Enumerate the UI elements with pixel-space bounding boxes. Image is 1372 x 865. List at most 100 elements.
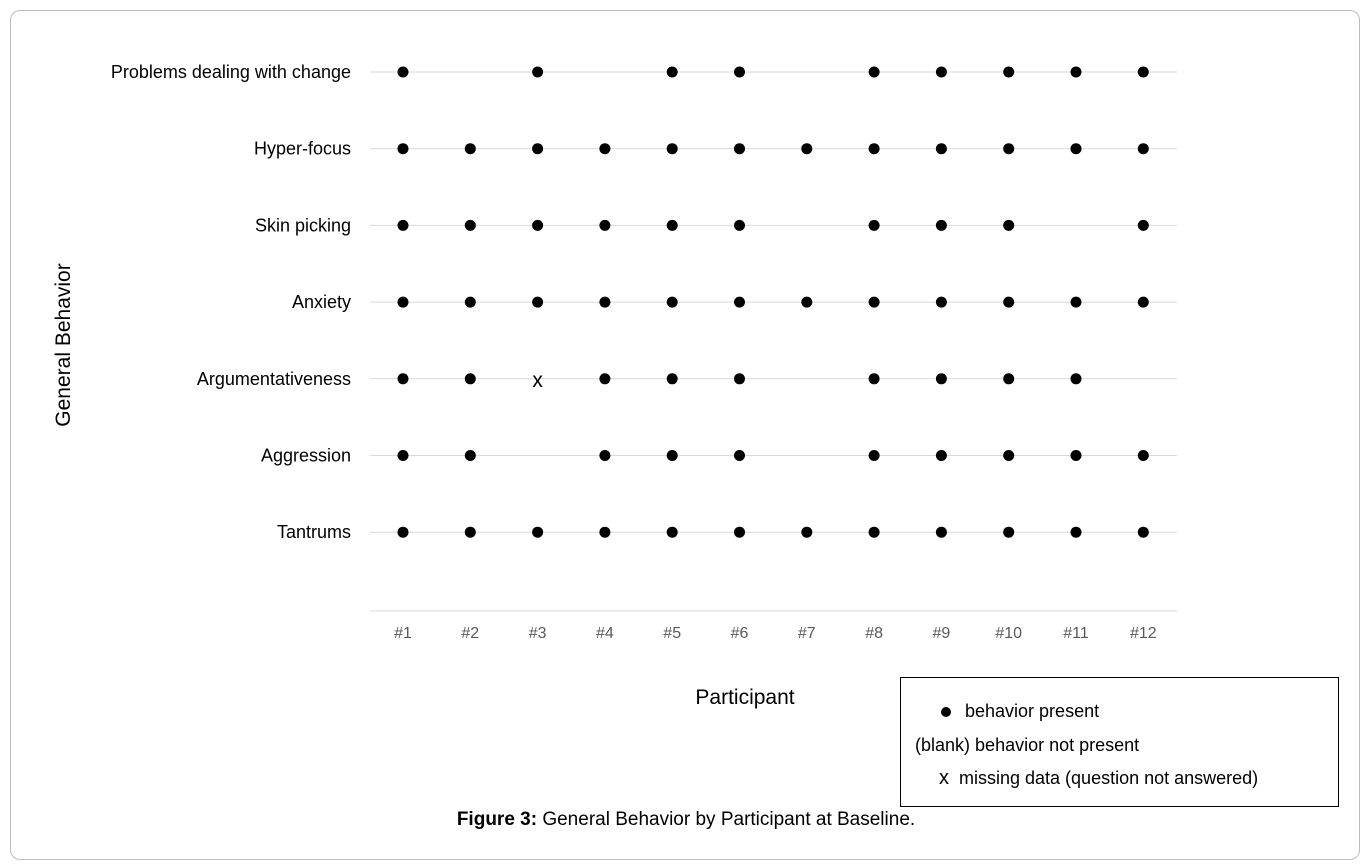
data-point-hyper-focus-10 <box>1003 143 1015 155</box>
data-point-skin-picking-2 <box>464 219 476 231</box>
x-mark-icon: x <box>939 767 949 789</box>
tick-label-participant-10: #10 <box>995 625 1022 642</box>
tick-label-participant-8: #8 <box>865 625 883 642</box>
data-point-hyper-focus-11 <box>1070 143 1082 155</box>
legend-prefix: (blank) <box>915 735 971 755</box>
tick-label-participant-4: #4 <box>596 625 614 642</box>
data-point-argumentativeness-1 <box>397 373 409 385</box>
data-point-problems-dealing-with-change-3 <box>532 66 544 78</box>
tick-label-participant-11: #11 <box>1063 625 1089 642</box>
category-label-tantrums: Tantrums <box>277 522 351 542</box>
y-axis-title: General Behavior <box>52 263 75 426</box>
category-labels: Problems dealing with change Hyper-focus S… <box>111 62 351 542</box>
data-point-argumentativeness-11 <box>1070 373 1082 385</box>
tick-label-participant-7: #7 <box>798 625 816 642</box>
data-point-skin-picking-1 <box>397 219 409 231</box>
category-label-aggression: Aggression <box>261 446 351 466</box>
caption-number: Figure 3: <box>456 809 538 830</box>
data-point-aggression-9 <box>935 450 947 461</box>
data-point-hyper-focus-3 <box>532 143 544 155</box>
data-point-aggression-11 <box>1070 450 1082 461</box>
data-point-tantrums-2 <box>464 526 476 538</box>
data-point-skin-picking-4 <box>599 219 611 231</box>
data-point-aggression-6 <box>734 450 745 461</box>
data-point-argumentativeness-9 <box>935 373 947 385</box>
data-point-problems-dealing-with-change-11 <box>1070 66 1082 78</box>
legend-label: missing data (question not answered) <box>959 768 1259 788</box>
data-point-problems-dealing-with-change-5 <box>666 66 678 78</box>
data-point-problems-dealing-with-change-10 <box>1003 66 1015 78</box>
tick-label-participant-12: #12 <box>1130 625 1157 642</box>
legend-label: behavior not present <box>975 735 1140 755</box>
data-point-aggression-4 <box>599 450 611 461</box>
data-point-aggression-2 <box>464 450 476 461</box>
data-point-tantrums-1 <box>397 526 409 538</box>
data-point-anxiety-10 <box>1003 296 1015 308</box>
data-point-tantrums-9 <box>935 526 947 538</box>
data-point-anxiety-11 <box>1070 296 1082 308</box>
data-point-hyper-focus-4 <box>599 143 611 155</box>
tick-label-participant-6: #6 <box>731 625 749 642</box>
category-label-hyper-focus: Hyper-focus <box>254 139 351 159</box>
data-point-anxiety-9 <box>935 296 947 308</box>
missing-mark-argumentativeness-3: x <box>532 369 543 392</box>
data-point-tantrums-5 <box>666 526 678 538</box>
tick-label-participant-3: #3 <box>529 625 547 642</box>
data-point-argumentativeness-10 <box>1003 373 1015 385</box>
tick-label-participant-1: #1 <box>394 625 412 642</box>
data-point-skin-picking-6 <box>734 219 745 231</box>
data-point-skin-picking-12 <box>1137 219 1149 231</box>
data-point-problems-dealing-with-change-6 <box>734 66 745 78</box>
tick-label-participant-5: #5 <box>663 625 681 642</box>
data-point-anxiety-6 <box>734 296 745 308</box>
legend-item-missing: x missing data (question not answered) <box>939 767 1258 790</box>
data-point-problems-dealing-with-change-1 <box>397 66 409 78</box>
data-point-anxiety-4 <box>599 296 611 308</box>
grid-lines <box>370 71 1177 533</box>
data-point-tantrums-10 <box>1003 526 1015 538</box>
data-point-anxiety-3 <box>532 296 544 308</box>
dot-icon <box>941 707 951 718</box>
legend-label: behavior present <box>965 701 1100 721</box>
data-point-tantrums-4 <box>599 526 611 538</box>
data-point-hyper-focus-12 <box>1137 143 1149 155</box>
data-point-aggression-12 <box>1137 450 1149 461</box>
category-label-argumentativeness: Argumentativeness <box>197 369 351 389</box>
data-point-anxiety-5 <box>666 296 678 308</box>
data-point-tantrums-8 <box>868 526 880 538</box>
data-point-tantrums-6 <box>734 526 745 538</box>
data-point-hyper-focus-7 <box>801 143 813 155</box>
data-point-anxiety-12 <box>1137 296 1149 308</box>
data-point-problems-dealing-with-change-12 <box>1137 66 1149 78</box>
data-point-problems-dealing-with-change-8 <box>868 66 880 78</box>
data-point-hyper-focus-6 <box>734 143 745 155</box>
figure-caption: Figure 3: General Behavior by Participan… <box>0 809 1372 831</box>
tick-label-participant-9: #9 <box>933 625 951 642</box>
participant-tick-labels: #1 #2 #3 #4 #5 #6 #7 #8 #9 #10 #11 #12 <box>394 625 1157 642</box>
data-point-argumentativeness-6 <box>734 373 745 385</box>
behavior-chart: Problems dealing with change Hyper-focus S… <box>52 62 1177 709</box>
data-point-anxiety-1 <box>397 296 409 308</box>
data-point-argumentativeness-5 <box>666 373 678 385</box>
data-point-hyper-focus-5 <box>666 143 678 155</box>
tick-label-participant-2: #2 <box>461 625 479 642</box>
category-label-anxiety: Anxiety <box>292 292 351 312</box>
data-point-skin-picking-3 <box>532 219 544 231</box>
data-point-problems-dealing-with-change-9 <box>935 66 947 78</box>
data-marks: x <box>397 66 1149 538</box>
data-point-aggression-1 <box>397 450 409 461</box>
data-point-argumentativeness-2 <box>464 373 476 385</box>
data-point-tantrums-11 <box>1070 526 1082 538</box>
legend-item-blank: (blank) behavior not present <box>915 735 1139 756</box>
data-point-aggression-10 <box>1003 450 1015 461</box>
data-point-tantrums-3 <box>532 526 544 538</box>
data-point-aggression-5 <box>666 450 678 461</box>
legend-item-present: behavior present <box>941 701 1099 722</box>
data-point-argumentativeness-8 <box>868 373 880 385</box>
data-point-skin-picking-5 <box>666 219 678 231</box>
data-point-tantrums-7 <box>801 526 813 538</box>
data-point-anxiety-2 <box>464 296 476 308</box>
x-axis-title: Participant <box>695 686 794 709</box>
data-point-skin-picking-8 <box>868 219 880 231</box>
caption-text: General Behavior by Participant at Basel… <box>537 809 916 830</box>
